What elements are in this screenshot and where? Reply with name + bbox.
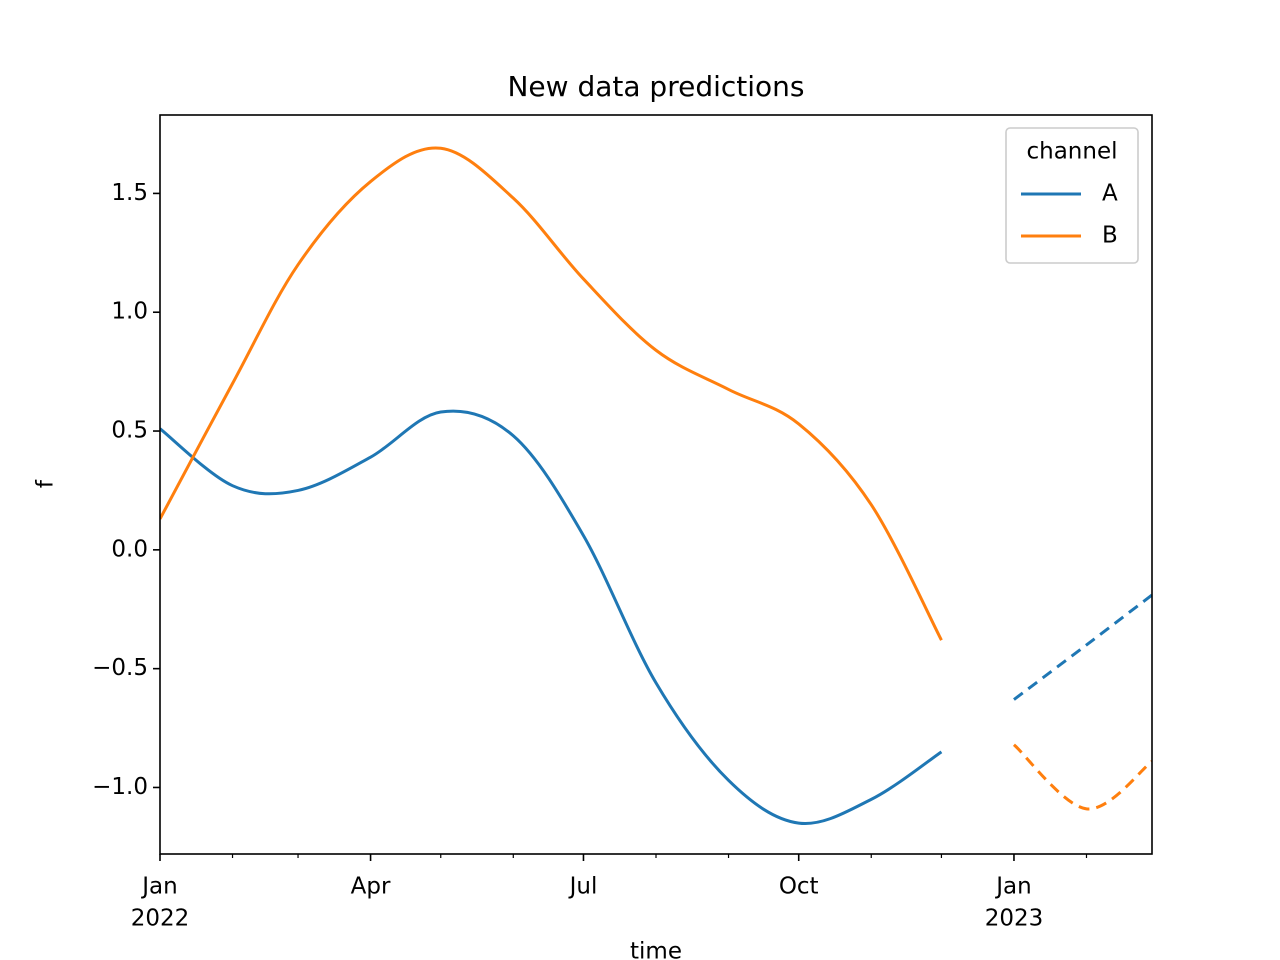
x-tick-label: Apr <box>351 874 391 900</box>
y-tick-label: 1.5 <box>111 180 148 206</box>
x-axis-label: time <box>630 939 682 960</box>
y-tick-label: 0.0 <box>111 536 148 562</box>
legend-title: channel <box>1026 139 1117 165</box>
x-tick-label: Jan <box>994 874 1031 900</box>
y-axis-label: f <box>33 479 59 488</box>
series-line <box>160 409 943 826</box>
y-tick-label: 1.0 <box>111 299 148 325</box>
chart-title: New data predictions <box>507 70 804 103</box>
x-tick-label: Jul <box>568 874 598 900</box>
series-line <box>160 146 943 641</box>
x-tick-label: Oct <box>779 874 819 900</box>
legend-label: B <box>1102 223 1118 249</box>
y-tick-label: 0.5 <box>111 418 148 444</box>
x-tick-year-label: 2022 <box>131 906 190 932</box>
plot-frame <box>159 114 1153 855</box>
prediction-line <box>1013 593 1152 701</box>
legend-label: A <box>1102 181 1118 207</box>
prediction-line <box>1012 743 1152 811</box>
x-tick-year-label: 2023 <box>985 906 1044 932</box>
y-tick-label: −1.0 <box>92 774 148 800</box>
y-tick-label: −0.5 <box>92 655 148 681</box>
x-tick-label: Jan <box>140 874 177 900</box>
